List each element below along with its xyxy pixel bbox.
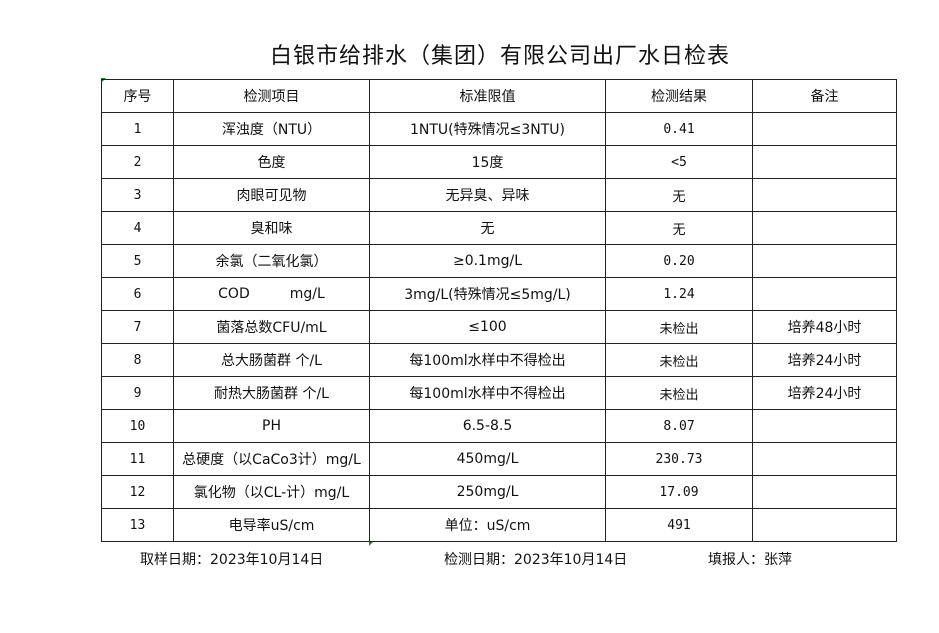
test-item: 菌落总数CFU/mL xyxy=(173,310,370,344)
row-number: 1 xyxy=(101,112,174,146)
test-item: 臭和味 xyxy=(173,211,370,245)
test-result: 未检出 xyxy=(605,310,753,344)
test-item: 总大肠菌群 个/L xyxy=(173,343,370,377)
row-number: 3 xyxy=(101,178,174,212)
test-result: 0.20 xyxy=(605,244,753,278)
standard-limit: ≥0.1mg/L xyxy=(369,244,606,278)
test-result: 未检出 xyxy=(605,376,753,410)
test-result: 230.73 xyxy=(605,442,753,476)
remark xyxy=(752,112,897,146)
test-result: 无 xyxy=(605,178,753,212)
table-row: 4 臭和味无无 xyxy=(101,211,897,245)
header-cell: 检测项目 xyxy=(173,79,370,113)
header-row: 序号 检测项目 标准限值 检测结果 备注 xyxy=(101,79,897,113)
test-result: 8.07 xyxy=(605,409,753,443)
table-row: 1 浑浊度（NTU） 1NTU(特殊情况≤3NTU) 0.41 xyxy=(101,112,897,146)
test-item: 电导率uS/cm xyxy=(173,508,370,542)
table-row: 5 余氯（二氧化氯） ≥0.1mg/L 0.20 xyxy=(101,244,897,278)
standard-limit: 每100ml水样中不得检出 xyxy=(369,376,606,410)
test-item: COD mg/L xyxy=(173,277,370,311)
remark xyxy=(752,178,897,212)
row-number: 11 xyxy=(101,442,174,476)
test-result: <5 xyxy=(605,145,753,179)
inspection-table: 序号 检测项目 标准限值 检测结果 备注 1 浑浊度（NTU） 1NTU(特殊情况≤… xyxy=(101,79,897,542)
remark xyxy=(752,145,897,179)
remark xyxy=(752,409,897,443)
reporter: 填报人：张萍 xyxy=(708,552,792,568)
remark xyxy=(752,244,897,278)
standard-limit: 250mg/L xyxy=(369,475,606,509)
standard-limit: 无异臭、异味 xyxy=(369,178,606,212)
standard-limit: 单位：uS/cm xyxy=(369,508,606,542)
row-number: 6 xyxy=(101,277,174,311)
table-row: 7 菌落总数CFU/mL ≤100 未检出 培养48小时 xyxy=(101,310,897,344)
test-item: 总硬度（以CaCo3计）mg/L xyxy=(173,442,370,476)
row-number: 10 xyxy=(101,409,174,443)
remark xyxy=(752,475,897,509)
remark xyxy=(752,211,897,245)
standard-limit: 15度 xyxy=(369,145,606,179)
table-row: 8 总大肠菌群 个/L 每100ml水样中不得检出 未检出 培养24小时 xyxy=(101,343,897,377)
test-date: 检测日期：2023年10月14日 xyxy=(444,552,628,568)
test-result: 0.41 xyxy=(605,112,753,146)
row-number: 12 xyxy=(101,475,174,509)
test-item: 氯化物（以CL-计）mg/L xyxy=(173,475,370,509)
standard-limit: ≤100 xyxy=(369,310,606,344)
row-number: 9 xyxy=(101,376,174,410)
remark: 培养48小时 xyxy=(752,310,897,344)
test-result: 1.24 xyxy=(605,277,753,311)
test-item: 肉眼可见物 xyxy=(173,178,370,212)
table-row: 9 耐热大肠菌群 个/L 每100ml水样中不得检出 未检出 培养24小时 xyxy=(101,376,897,410)
table-row: 2 色度 15度 <5 xyxy=(101,145,897,179)
table-row: 6 COD mg/L 3mg/L(特殊情况≤5mg/L) 1.24 xyxy=(101,277,897,311)
row-number: 4 xyxy=(101,211,174,245)
test-result: 17.09 xyxy=(605,475,753,509)
table-row: 11 总硬度（以CaCo3计）mg/L 450mg/L 230.73 xyxy=(101,442,897,476)
standard-limit: 每100ml水样中不得检出 xyxy=(369,343,606,377)
remark: 培养24小时 xyxy=(752,376,897,410)
header-cell: 检测结果 xyxy=(605,79,753,113)
test-result: 未检出 xyxy=(605,343,753,377)
row-number: 13 xyxy=(101,508,174,542)
standard-limit: 3mg/L(特殊情况≤5mg/L) xyxy=(369,277,606,311)
test-item: 余氯（二氧化氯） xyxy=(173,244,370,278)
table-row: 3 肉眼可见物 无异臭、异味无 xyxy=(101,178,897,212)
header-cell: 备注 xyxy=(752,79,897,113)
header-cell: 标准限值 xyxy=(369,79,606,113)
table-row: 12 氯化物（以CL-计）mg/L 250mg/L 17.09 xyxy=(101,475,897,509)
test-item: 耐热大肠菌群 个/L xyxy=(173,376,370,410)
table-row: 13 电导率uS/cm 单位：uS/cm 491 xyxy=(101,508,897,542)
test-result: 491 xyxy=(605,508,753,542)
cell-marker xyxy=(369,541,374,546)
standard-limit: 无 xyxy=(369,211,606,245)
standard-limit: 6.5-8.5 xyxy=(369,409,606,443)
row-number: 5 xyxy=(101,244,174,278)
row-number: 2 xyxy=(101,145,174,179)
standard-limit: 450mg/L xyxy=(369,442,606,476)
sampling-date: 取样日期：2023年10月14日 xyxy=(140,552,324,568)
remark: 培养24小时 xyxy=(752,343,897,377)
test-result: 无 xyxy=(605,211,753,245)
test-item: 浑浊度（NTU） xyxy=(173,112,370,146)
remark xyxy=(752,508,897,542)
table-row: 10 PH 6.5-8.5 8.07 xyxy=(101,409,897,443)
header-cell: 序号 xyxy=(101,79,174,113)
test-item: 色度 xyxy=(173,145,370,179)
page-title: 白银市给排水（集团）有限公司出厂水日检表 xyxy=(269,44,730,69)
remark xyxy=(752,442,897,476)
test-item: PH xyxy=(173,409,370,443)
remark xyxy=(752,277,897,311)
row-number: 8 xyxy=(101,343,174,377)
standard-limit: 1NTU(特殊情况≤3NTU) xyxy=(369,112,606,146)
row-number: 7 xyxy=(101,310,174,344)
